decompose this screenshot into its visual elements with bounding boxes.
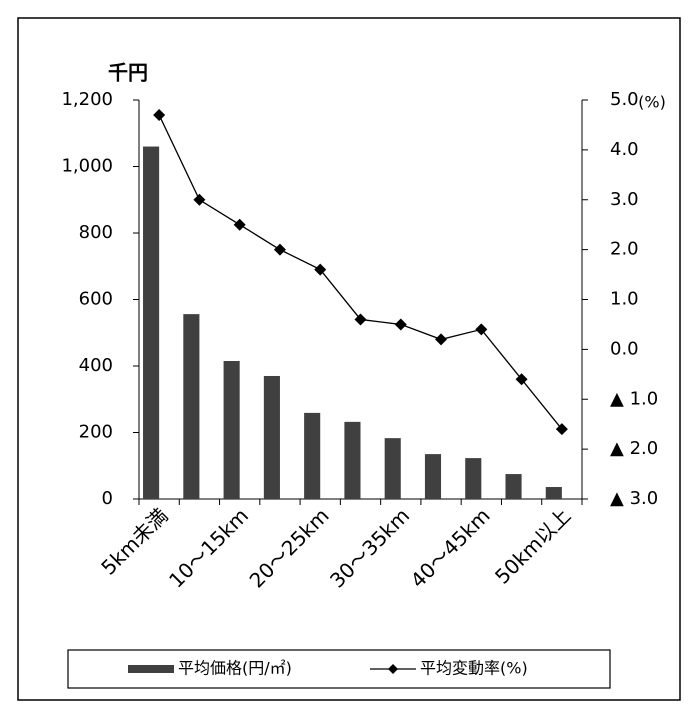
marker xyxy=(435,333,448,346)
marker xyxy=(354,313,367,326)
y-tick-label: 400 xyxy=(79,355,113,376)
bar xyxy=(424,454,442,499)
legend-swatch xyxy=(128,665,174,673)
marker xyxy=(394,318,407,331)
y2-tick-label: 5.0 xyxy=(610,89,639,110)
y-tick-label: 1,000 xyxy=(61,156,113,177)
y2-tick-label: 1.0 xyxy=(610,289,639,310)
y-tick-label: 800 xyxy=(79,222,113,243)
marker xyxy=(273,243,286,256)
y2-tick-label: ▲ 3.0 xyxy=(610,488,658,509)
bar xyxy=(465,458,482,499)
bar xyxy=(545,487,562,499)
marker xyxy=(233,218,246,231)
marker xyxy=(515,373,528,386)
bar xyxy=(143,146,160,500)
y-tick-label: 0 xyxy=(102,488,113,509)
legend-swatch xyxy=(388,664,398,674)
y-tick-label: 200 xyxy=(79,422,113,443)
y-axis-label: 千円 xyxy=(108,61,148,85)
y-tick-label: 1,200 xyxy=(61,89,113,110)
marker xyxy=(475,323,488,336)
legend-label: 平均変動率(%) xyxy=(420,659,528,678)
legend-label: 平均価格(円/㎡) xyxy=(178,659,292,678)
bar xyxy=(344,421,361,499)
y2-tick-label: ▲ 1.0 xyxy=(610,388,658,409)
bar xyxy=(223,361,240,499)
y-tick-label: 600 xyxy=(79,289,113,310)
marker xyxy=(555,423,568,436)
y2-tick-label: 4.0 xyxy=(610,139,639,160)
marker xyxy=(314,263,327,276)
y2-tick-label: 3.0 xyxy=(610,189,639,210)
y2-tick-label: ▲ 2.0 xyxy=(610,438,658,459)
marker xyxy=(193,193,206,206)
bar xyxy=(505,474,522,499)
y2-tick-label: 0.0 xyxy=(610,338,639,359)
bar xyxy=(183,314,200,499)
bar xyxy=(384,438,401,499)
marker xyxy=(153,108,166,121)
y2-axis-label: (%) xyxy=(638,93,666,112)
y2-tick-label: 2.0 xyxy=(610,239,639,260)
bar xyxy=(263,375,280,499)
bar xyxy=(304,412,321,499)
chart-border xyxy=(17,17,681,701)
